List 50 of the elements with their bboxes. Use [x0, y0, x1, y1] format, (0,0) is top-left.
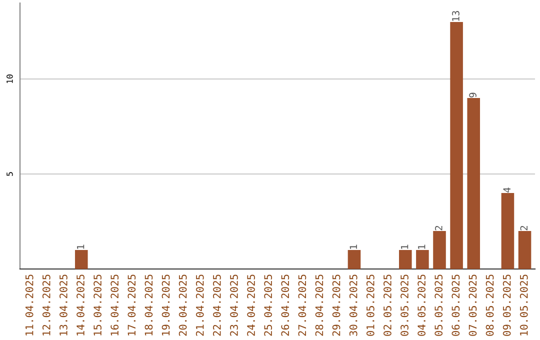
- x-tick-label: 02.05.2025: [384, 274, 392, 336]
- bar: [467, 98, 480, 269]
- x-tick-label: 14.04.2025: [76, 274, 84, 336]
- bar: [74, 250, 88, 269]
- data-label: 4: [503, 188, 510, 193]
- x-tick-label: 17.04.2025: [128, 274, 136, 336]
- x-tick-label: 18.04.2025: [144, 274, 153, 336]
- x-tick-label: 05.05.2025: [434, 274, 443, 336]
- data-label: 13: [452, 11, 460, 21]
- bar: [399, 250, 412, 269]
- bar: [501, 193, 514, 269]
- y-tick-label: 10: [6, 74, 13, 84]
- x-tick-label: 08.05.2025: [486, 274, 494, 336]
- x-tick-label: 28.04.2025: [315, 274, 324, 336]
- y-tick-label: 5: [6, 172, 13, 176]
- x-tick-label: 23.04.2025: [230, 274, 238, 336]
- x-tick-label: 25.04.2025: [264, 274, 272, 336]
- x-tick-label: 19.04.2025: [162, 274, 170, 336]
- x-tick-label: 20.04.2025: [178, 274, 187, 336]
- data-label: 2: [520, 226, 528, 230]
- data-label: 9: [469, 92, 476, 98]
- x-tick-label: 13.04.2025: [60, 274, 68, 336]
- x-tick-label: 24.04.2025: [247, 274, 255, 336]
- x-tick-label: 15.04.2025: [94, 274, 102, 336]
- x-tick-label: 03.05.2025: [400, 274, 408, 336]
- bar: [433, 231, 446, 269]
- x-tick-label: 07.05.2025: [468, 274, 477, 336]
- bar: [518, 231, 532, 269]
- x-tick-label: 30.04.2025: [349, 274, 358, 336]
- x-tick-label: 27.04.2025: [298, 274, 306, 336]
- data-label: 1: [418, 244, 426, 249]
- bar: [416, 250, 429, 269]
- x-tick-label: 09.05.2025: [502, 274, 511, 336]
- data-label: 1: [77, 244, 84, 249]
- x-tick-label: 21.04.2025: [196, 274, 204, 336]
- x-tick-label: 22.04.2025: [212, 274, 221, 336]
- x-tick-label: 11.04.2025: [25, 274, 34, 336]
- x-tick-label: 06.05.2025: [452, 274, 460, 336]
- data-label: 1: [350, 244, 357, 249]
- x-tick-label: 10.05.2025: [520, 274, 528, 336]
- x-tick-label: 26.04.2025: [281, 274, 290, 336]
- data-label: 1: [401, 244, 408, 249]
- bar: [348, 250, 361, 269]
- bar: [450, 22, 463, 269]
- x-tick-label: 12.04.2025: [42, 274, 50, 336]
- x-tick-label: 04.05.2025: [418, 274, 426, 336]
- x-tick-label: 29.04.2025: [332, 274, 340, 336]
- x-tick-label: 16.04.2025: [110, 274, 119, 336]
- x-tick-label: 01.05.2025: [366, 274, 374, 336]
- data-label: 2: [434, 226, 442, 230]
